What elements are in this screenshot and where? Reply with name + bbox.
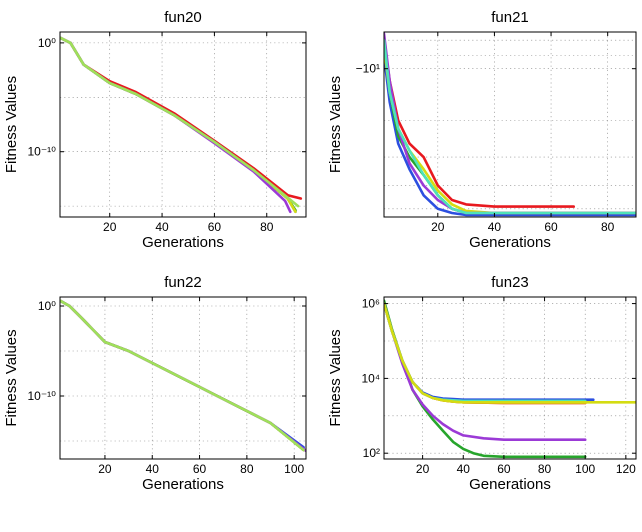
series-line-orange [384,302,587,405]
chart-title: fun23 [491,274,529,291]
y-tick-label: 10⁻¹⁰ [28,145,57,159]
series-line-green [384,299,587,459]
x-axis-label: Generations [469,234,551,251]
series-line-purple [384,32,636,215]
series-line-lime [60,36,300,208]
y-tick-label: −10¹ [356,62,380,76]
y-axis-label: Fitness Values [327,329,344,426]
axes-frame [383,296,637,460]
x-tick-label: 40 [155,220,169,234]
series-line-purple [60,299,306,453]
chart-fun22: 20 40 60 80 100 10⁰ 10⁻¹⁰ fun22 Generations Fitne… [3,274,307,493]
series-line-blue [60,299,305,449]
x-tick-label: 80 [601,220,615,234]
x-tick-label: 40 [488,220,502,234]
axes-frame [59,31,307,218]
y-tick-label: 10⁶ [362,297,380,311]
series-line-cyan [384,38,636,215]
series-line-yellow [60,299,305,452]
series-line-red [384,38,575,208]
y-axis-label: Fitness Values [3,76,20,173]
series-line-purple [384,302,587,441]
series-line-green [384,38,636,215]
chart-title: fun20 [164,9,202,26]
chart-title: fun22 [164,274,202,291]
x-tick-label: 60 [497,462,511,476]
x-tick-label: 20 [103,220,117,234]
series-line-yellow [384,302,636,404]
axes-frame [59,296,307,460]
chart-fun20: 20 40 60 80 10⁰ 10⁻¹⁰ fun20 Generations Fitness … [3,9,307,251]
x-tick-label: 100 [575,462,595,476]
x-tick-label: 80 [260,220,274,234]
y-tick-label: 10⁻¹⁰ [28,389,57,403]
y-axis-label: Fitness Values [327,76,344,173]
x-axis-label: Generations [469,476,551,493]
series-line-green [60,36,297,212]
series-line-purple [60,36,292,214]
x-tick-label: 60 [544,220,558,234]
x-tick-label: 20 [431,220,445,234]
series-line-red [60,299,305,452]
series-line-red [384,302,587,405]
y-tick-label: 10² [363,446,380,460]
y-tick-label: 10⁰ [38,299,56,313]
x-tick-label: 60 [193,462,207,476]
x-axis-label: Generations [142,476,224,493]
series-line-blue [384,53,636,217]
x-tick-label: 80 [240,462,254,476]
series-line-yellow [384,46,636,215]
x-tick-label: 60 [208,220,222,234]
chart-fun21: 20 40 60 80 −10¹ fun21 Generations Fitness Valu… [327,9,637,251]
x-tick-label: 100 [284,462,304,476]
series-line-yellow [60,36,297,214]
x-tick-label: 40 [457,462,471,476]
y-axis-label: Fitness Values [3,329,20,426]
x-axis-label: Generations [142,234,224,251]
x-tick-label: 120 [616,462,636,476]
x-tick-label: 20 [416,462,430,476]
series-line-cyan [384,302,587,403]
series-line-blue [60,36,297,214]
x-tick-label: 20 [98,462,112,476]
axes-frame [383,31,637,218]
series-line-lime [60,299,305,452]
chart-title: fun21 [491,9,529,26]
x-tick-label: 40 [146,462,160,476]
series-line-green [60,299,305,452]
y-tick-label: 10⁰ [38,36,56,50]
y-tick-label: 10⁴ [361,371,380,385]
chart-fun23: 20 40 60 80 100 120 10² 10⁴ 10⁶ fun23 Generations F… [327,274,637,493]
x-tick-label: 80 [538,462,552,476]
